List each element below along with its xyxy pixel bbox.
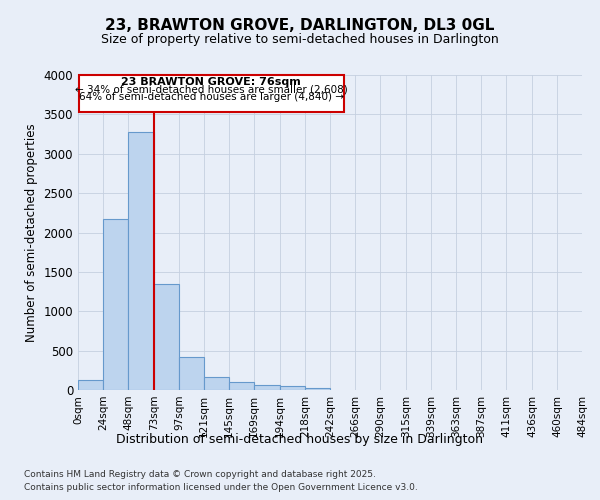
- Text: 64% of semi-detached houses are larger (4,840) →: 64% of semi-detached houses are larger (…: [79, 92, 344, 102]
- Bar: [128, 132, 154, 390]
- Text: Contains HM Land Registry data © Crown copyright and database right 2025.: Contains HM Land Registry data © Crown c…: [24, 470, 376, 479]
- Text: ← 34% of semi-detached houses are smaller (2,608): ← 34% of semi-detached houses are smalle…: [75, 84, 347, 94]
- Bar: [280, 386, 305, 390]
- Bar: [78, 380, 103, 390]
- Text: 23 BRAWTON GROVE: 76sqm: 23 BRAWTON GROVE: 76sqm: [121, 77, 301, 87]
- Bar: [179, 357, 204, 390]
- Bar: [254, 386, 280, 390]
- Y-axis label: Number of semi-detached properties: Number of semi-detached properties: [25, 123, 38, 342]
- Text: Distribution of semi-detached houses by size in Darlington: Distribution of semi-detached houses by …: [116, 432, 484, 446]
- Bar: [103, 219, 128, 390]
- Bar: [204, 377, 229, 390]
- Bar: [305, 388, 330, 390]
- Text: Contains public sector information licensed under the Open Government Licence v3: Contains public sector information licen…: [24, 482, 418, 492]
- Bar: [154, 284, 179, 390]
- Bar: [229, 382, 254, 390]
- FancyBboxPatch shape: [79, 75, 344, 112]
- Text: Size of property relative to semi-detached houses in Darlington: Size of property relative to semi-detach…: [101, 32, 499, 46]
- Text: 23, BRAWTON GROVE, DARLINGTON, DL3 0GL: 23, BRAWTON GROVE, DARLINGTON, DL3 0GL: [106, 18, 494, 32]
